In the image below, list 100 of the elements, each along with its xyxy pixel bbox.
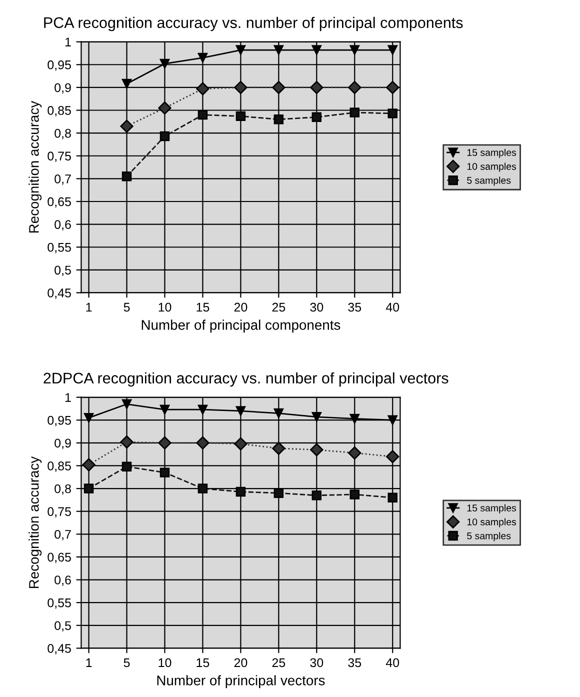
legend-label: 15 samples bbox=[467, 148, 516, 158]
point bbox=[196, 436, 210, 450]
legend-label: 5 samples bbox=[467, 176, 511, 186]
point bbox=[160, 404, 170, 414]
point bbox=[160, 58, 170, 69]
point bbox=[158, 436, 172, 450]
point bbox=[84, 484, 94, 494]
x-tick-label: 20 bbox=[234, 302, 248, 312]
x-tick-label: 5 bbox=[124, 302, 130, 312]
y-axis-title: Recognition accuracy bbox=[28, 456, 42, 588]
legend-label: 5 samples bbox=[467, 532, 511, 542]
point bbox=[122, 172, 132, 182]
point bbox=[120, 120, 134, 133]
point bbox=[274, 114, 284, 124]
x-axis-title: Number of principal components bbox=[142, 320, 340, 333]
point bbox=[310, 80, 324, 94]
point bbox=[388, 415, 398, 425]
point bbox=[198, 404, 208, 414]
x-axis-title: Number of principal vectors bbox=[157, 675, 325, 688]
y-tick-label: 0,85 bbox=[48, 462, 71, 472]
point bbox=[122, 462, 132, 472]
legend-label: 10 samples bbox=[467, 518, 516, 528]
point bbox=[388, 492, 398, 503]
y-tick-label: 1 bbox=[65, 393, 71, 402]
point bbox=[312, 490, 322, 500]
point bbox=[310, 443, 324, 456]
y-axis-title: Recognition accuracy bbox=[28, 100, 42, 233]
x-tick-label: 35 bbox=[348, 302, 362, 312]
point bbox=[198, 484, 208, 494]
point bbox=[272, 442, 286, 455]
point bbox=[386, 450, 400, 464]
y-tick-label: 0,8 bbox=[54, 484, 71, 495]
point bbox=[388, 108, 398, 118]
point bbox=[312, 45, 322, 55]
y-tick-label: 0,7 bbox=[54, 530, 71, 540]
x-tick-label: 25 bbox=[272, 658, 286, 668]
x-tick-label: 25 bbox=[272, 302, 286, 312]
point bbox=[272, 80, 286, 94]
point bbox=[122, 78, 132, 89]
point bbox=[82, 458, 96, 472]
point bbox=[160, 468, 170, 478]
y-tick-label: 0,95 bbox=[48, 60, 71, 71]
chart-title: 2DPCA recognition accuracy vs. number of principal vectors bbox=[44, 372, 448, 387]
y-tick-label: 0,45 bbox=[48, 644, 71, 654]
point bbox=[198, 110, 208, 120]
point bbox=[160, 131, 170, 142]
point bbox=[386, 80, 400, 94]
x-tick-label: 30 bbox=[310, 658, 324, 668]
y-tick-label: 0,9 bbox=[54, 83, 71, 94]
x-tick-label: 40 bbox=[386, 302, 400, 312]
point bbox=[158, 101, 172, 115]
x-tick-label: 35 bbox=[348, 658, 362, 668]
point bbox=[388, 45, 398, 55]
point bbox=[84, 412, 94, 423]
y-tick-label: 0,65 bbox=[48, 197, 71, 208]
point bbox=[274, 488, 284, 498]
y-tick-label: 0,8 bbox=[54, 128, 71, 140]
point bbox=[348, 446, 362, 460]
chart-title: PCA recognition accuracy vs. number of principal components bbox=[44, 16, 463, 32]
y-tick-label: 0,5 bbox=[54, 621, 71, 632]
point bbox=[312, 112, 322, 122]
point bbox=[122, 399, 132, 409]
point bbox=[236, 406, 246, 416]
point bbox=[274, 45, 284, 55]
point bbox=[350, 414, 360, 424]
legend-label: 10 samples bbox=[467, 162, 516, 172]
point bbox=[236, 45, 246, 55]
y-tick-label: 0,7 bbox=[54, 174, 71, 185]
x-tick-label: 1 bbox=[86, 658, 92, 667]
x-tick-label: 40 bbox=[386, 658, 400, 668]
point bbox=[196, 82, 210, 96]
y-tick-label: 0,85 bbox=[48, 106, 71, 116]
y-tick-label: 0,5 bbox=[54, 266, 71, 276]
y-tick-label: 0,45 bbox=[48, 288, 71, 299]
y-tick-label: 0,55 bbox=[48, 242, 71, 254]
point bbox=[234, 80, 248, 94]
y-tick-label: 0,9 bbox=[54, 438, 71, 450]
point bbox=[274, 408, 284, 418]
point bbox=[234, 437, 248, 450]
x-tick-label: 15 bbox=[196, 302, 210, 312]
legend-label: 15 samples bbox=[467, 504, 516, 514]
y-tick-label: 0,75 bbox=[48, 152, 71, 162]
y-tick-label: 0,6 bbox=[54, 220, 71, 230]
point bbox=[348, 80, 362, 94]
x-tick-label: 1 bbox=[86, 302, 92, 312]
x-tick-label: 15 bbox=[196, 658, 210, 668]
point bbox=[350, 45, 360, 55]
x-tick-label: 30 bbox=[310, 302, 324, 312]
x-tick-label: 10 bbox=[158, 658, 172, 668]
point bbox=[120, 435, 134, 449]
x-tick-label: 10 bbox=[158, 302, 172, 312]
x-tick-label: 20 bbox=[234, 658, 248, 668]
y-tick-label: 0,55 bbox=[48, 598, 71, 609]
y-tick-label: 0,65 bbox=[48, 552, 71, 564]
y-tick-label: 0,95 bbox=[48, 416, 71, 426]
point bbox=[312, 412, 322, 422]
y-tick-label: 0,6 bbox=[54, 576, 71, 586]
y-tick-label: 1 bbox=[65, 38, 71, 46]
point bbox=[198, 52, 208, 63]
y-tick-label: 0,75 bbox=[48, 507, 71, 518]
